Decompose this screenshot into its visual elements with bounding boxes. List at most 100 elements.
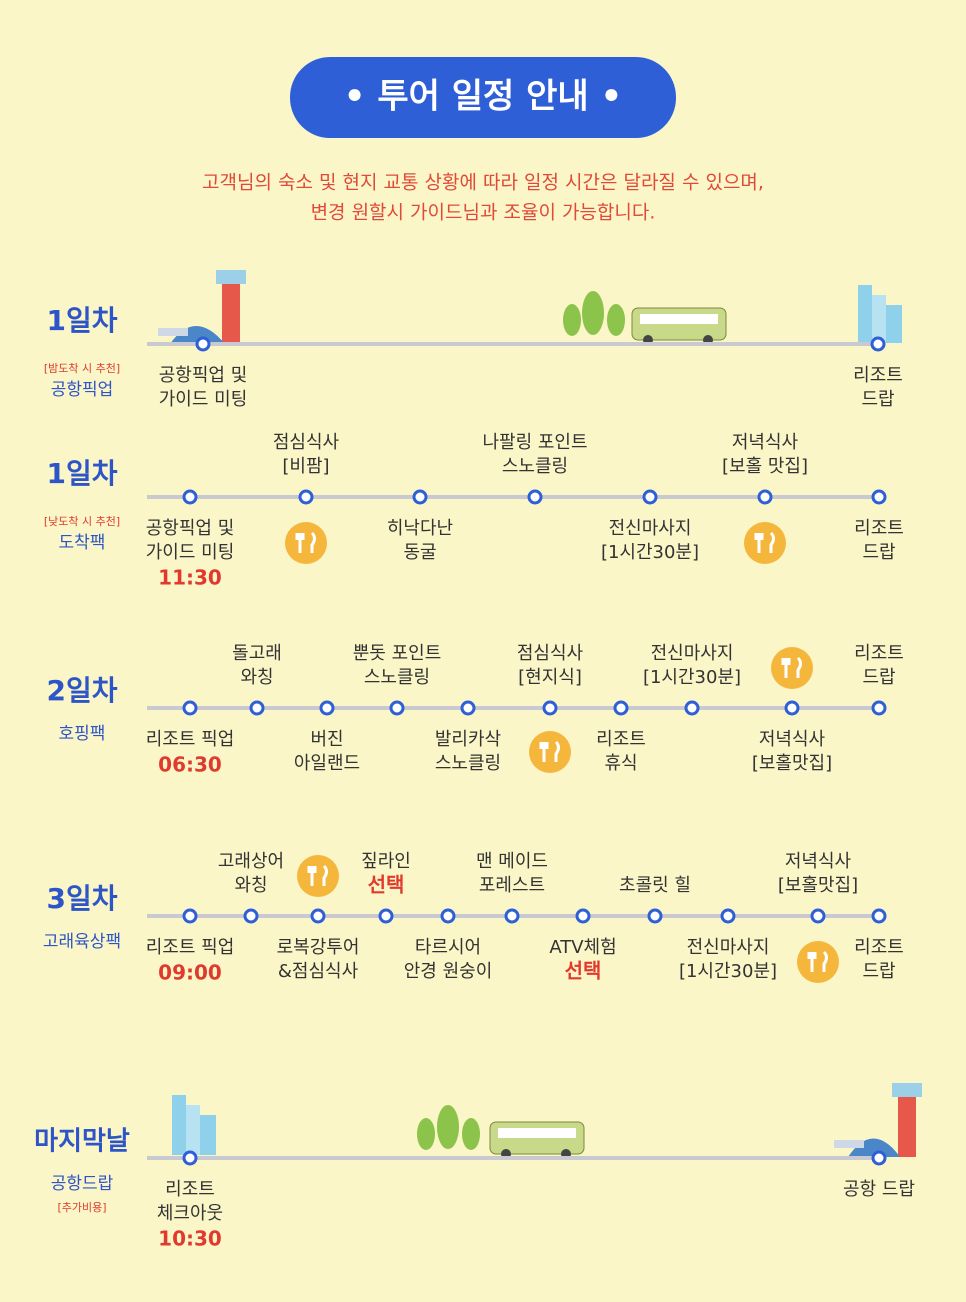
stop-label: [현지식] bbox=[518, 667, 582, 688]
day-name: 고래육상팩 bbox=[43, 932, 121, 952]
day-tag: [낮도착 시 추천] bbox=[44, 514, 120, 528]
stop-label: 가이드 미팅 bbox=[159, 389, 248, 410]
stop-label: 스노클링 bbox=[502, 456, 568, 477]
stop-dot bbox=[642, 489, 658, 505]
utensils bbox=[295, 531, 316, 553]
stop-label: &점심식사 bbox=[278, 961, 359, 982]
stop-label: 고래상어 bbox=[218, 851, 284, 872]
stop-dot bbox=[389, 700, 405, 716]
header-title: • 투어 일정 안내 • bbox=[344, 77, 623, 117]
stop-label: 전신마사지 bbox=[687, 937, 770, 958]
stop-label: 동굴 bbox=[403, 542, 436, 563]
utensils bbox=[781, 656, 802, 678]
stop-label: 포레스트 bbox=[479, 875, 545, 896]
stop-label: [1시간30분] bbox=[601, 542, 699, 563]
meal-icon bbox=[529, 731, 571, 773]
stop-label: 아일랜드 bbox=[294, 753, 360, 774]
utensils bbox=[539, 740, 560, 762]
stop-time: 선택 bbox=[368, 873, 405, 897]
stop-label: 리조트 bbox=[165, 1179, 215, 1200]
stop-label: 리조트 bbox=[854, 937, 904, 958]
stop-label: 전신마사지 bbox=[651, 643, 734, 664]
stop-dot bbox=[757, 489, 773, 505]
day-name: 호핑팩 bbox=[59, 724, 106, 744]
stop-label: 발리카삭 bbox=[435, 729, 501, 750]
stop-label: [1시간30분] bbox=[679, 961, 777, 982]
stop-label: 짚라인 bbox=[361, 851, 411, 872]
stop-label: [보홀 맛집] bbox=[722, 456, 808, 477]
stop-label: 드랍 bbox=[861, 389, 894, 410]
bus-icon bbox=[631, 307, 727, 345]
day-title: 3일차 bbox=[46, 882, 117, 915]
stop-dot bbox=[810, 908, 826, 924]
meal-circle bbox=[285, 522, 327, 564]
meal-icon bbox=[285, 522, 327, 564]
stop-label: 드랍 bbox=[862, 542, 895, 563]
stop-label: 버진 bbox=[310, 729, 343, 750]
stop-dot bbox=[249, 700, 265, 716]
meal-circle bbox=[744, 522, 786, 564]
stop-label: 가이드 미팅 bbox=[146, 542, 235, 563]
stop-dot bbox=[182, 700, 198, 716]
meal-circle bbox=[529, 731, 571, 773]
stop-dot bbox=[298, 489, 314, 505]
stop-dot bbox=[647, 908, 663, 924]
stop-dot bbox=[182, 1150, 198, 1166]
stop-label: 리조트 픽업 bbox=[146, 729, 235, 750]
stop-label: [보홀맛집] bbox=[778, 875, 858, 896]
meal-circle bbox=[771, 647, 813, 689]
stop-label: 초콜릿 힐 bbox=[619, 875, 691, 896]
stop-label: 와칭 bbox=[234, 875, 267, 896]
stop-label: 돌고래 bbox=[232, 643, 282, 664]
stop-time: 선택 bbox=[565, 959, 602, 983]
stop-label: [1시간30분] bbox=[643, 667, 741, 688]
stop-dot bbox=[243, 908, 259, 924]
stop-time: 11:30 bbox=[158, 566, 222, 590]
stop-dot bbox=[195, 336, 211, 352]
stop-label: 리조트 bbox=[596, 729, 646, 750]
stop-label: 휴식 bbox=[604, 753, 637, 774]
stop-label: 드랍 bbox=[862, 961, 895, 982]
resort-icon bbox=[858, 285, 902, 343]
meal-icon bbox=[744, 522, 786, 564]
day-title: 마지막날 bbox=[34, 1127, 130, 1157]
day-name: 공항픽업 bbox=[51, 380, 114, 400]
stop-dot bbox=[310, 908, 326, 924]
stop-label: 타르시어 bbox=[415, 937, 481, 958]
stop-dot bbox=[412, 489, 428, 505]
day-title: 2일차 bbox=[46, 674, 117, 707]
stop-label: 뿐돗 포인트 bbox=[353, 643, 442, 664]
stop-dot bbox=[613, 700, 629, 716]
stop-label: 점심식사 bbox=[517, 643, 584, 664]
utensils bbox=[807, 950, 828, 972]
stop-label: 체크아웃 bbox=[157, 1203, 223, 1224]
notice: 변경 원할시 가이드님과 조율이 가능합니다. bbox=[311, 202, 656, 224]
trees-icon bbox=[417, 1105, 480, 1150]
stop-dot bbox=[784, 700, 800, 716]
resort-icon bbox=[172, 1095, 216, 1155]
stop-dot bbox=[720, 908, 736, 924]
stop-time: 09:00 bbox=[158, 961, 222, 985]
stop-label: 맨 메이드 bbox=[476, 851, 548, 872]
stop-time: 10:30 bbox=[158, 1227, 222, 1251]
stop-label: 리조트 bbox=[853, 365, 903, 386]
meal-circle bbox=[297, 855, 339, 897]
header-pill bbox=[290, 57, 676, 138]
stop-dot bbox=[871, 700, 887, 716]
stop-dot bbox=[440, 908, 456, 924]
stop-dot bbox=[527, 489, 543, 505]
stop-label: 저녁식사 bbox=[785, 851, 852, 872]
bus-icon bbox=[489, 1121, 585, 1159]
stop-label: 리조트 bbox=[854, 518, 904, 539]
stop-label: 로복강투어 bbox=[277, 937, 360, 958]
stop-dot bbox=[504, 908, 520, 924]
stop-label: 점심식사 bbox=[273, 432, 340, 453]
meal-icon bbox=[797, 941, 839, 983]
stop-dot bbox=[319, 700, 335, 716]
stop-label: ATV체험 bbox=[549, 937, 616, 958]
day-title: 1일차 bbox=[46, 304, 117, 337]
stop-dot bbox=[871, 1150, 887, 1166]
meal-icon bbox=[771, 647, 813, 689]
meal-icon bbox=[297, 855, 339, 897]
